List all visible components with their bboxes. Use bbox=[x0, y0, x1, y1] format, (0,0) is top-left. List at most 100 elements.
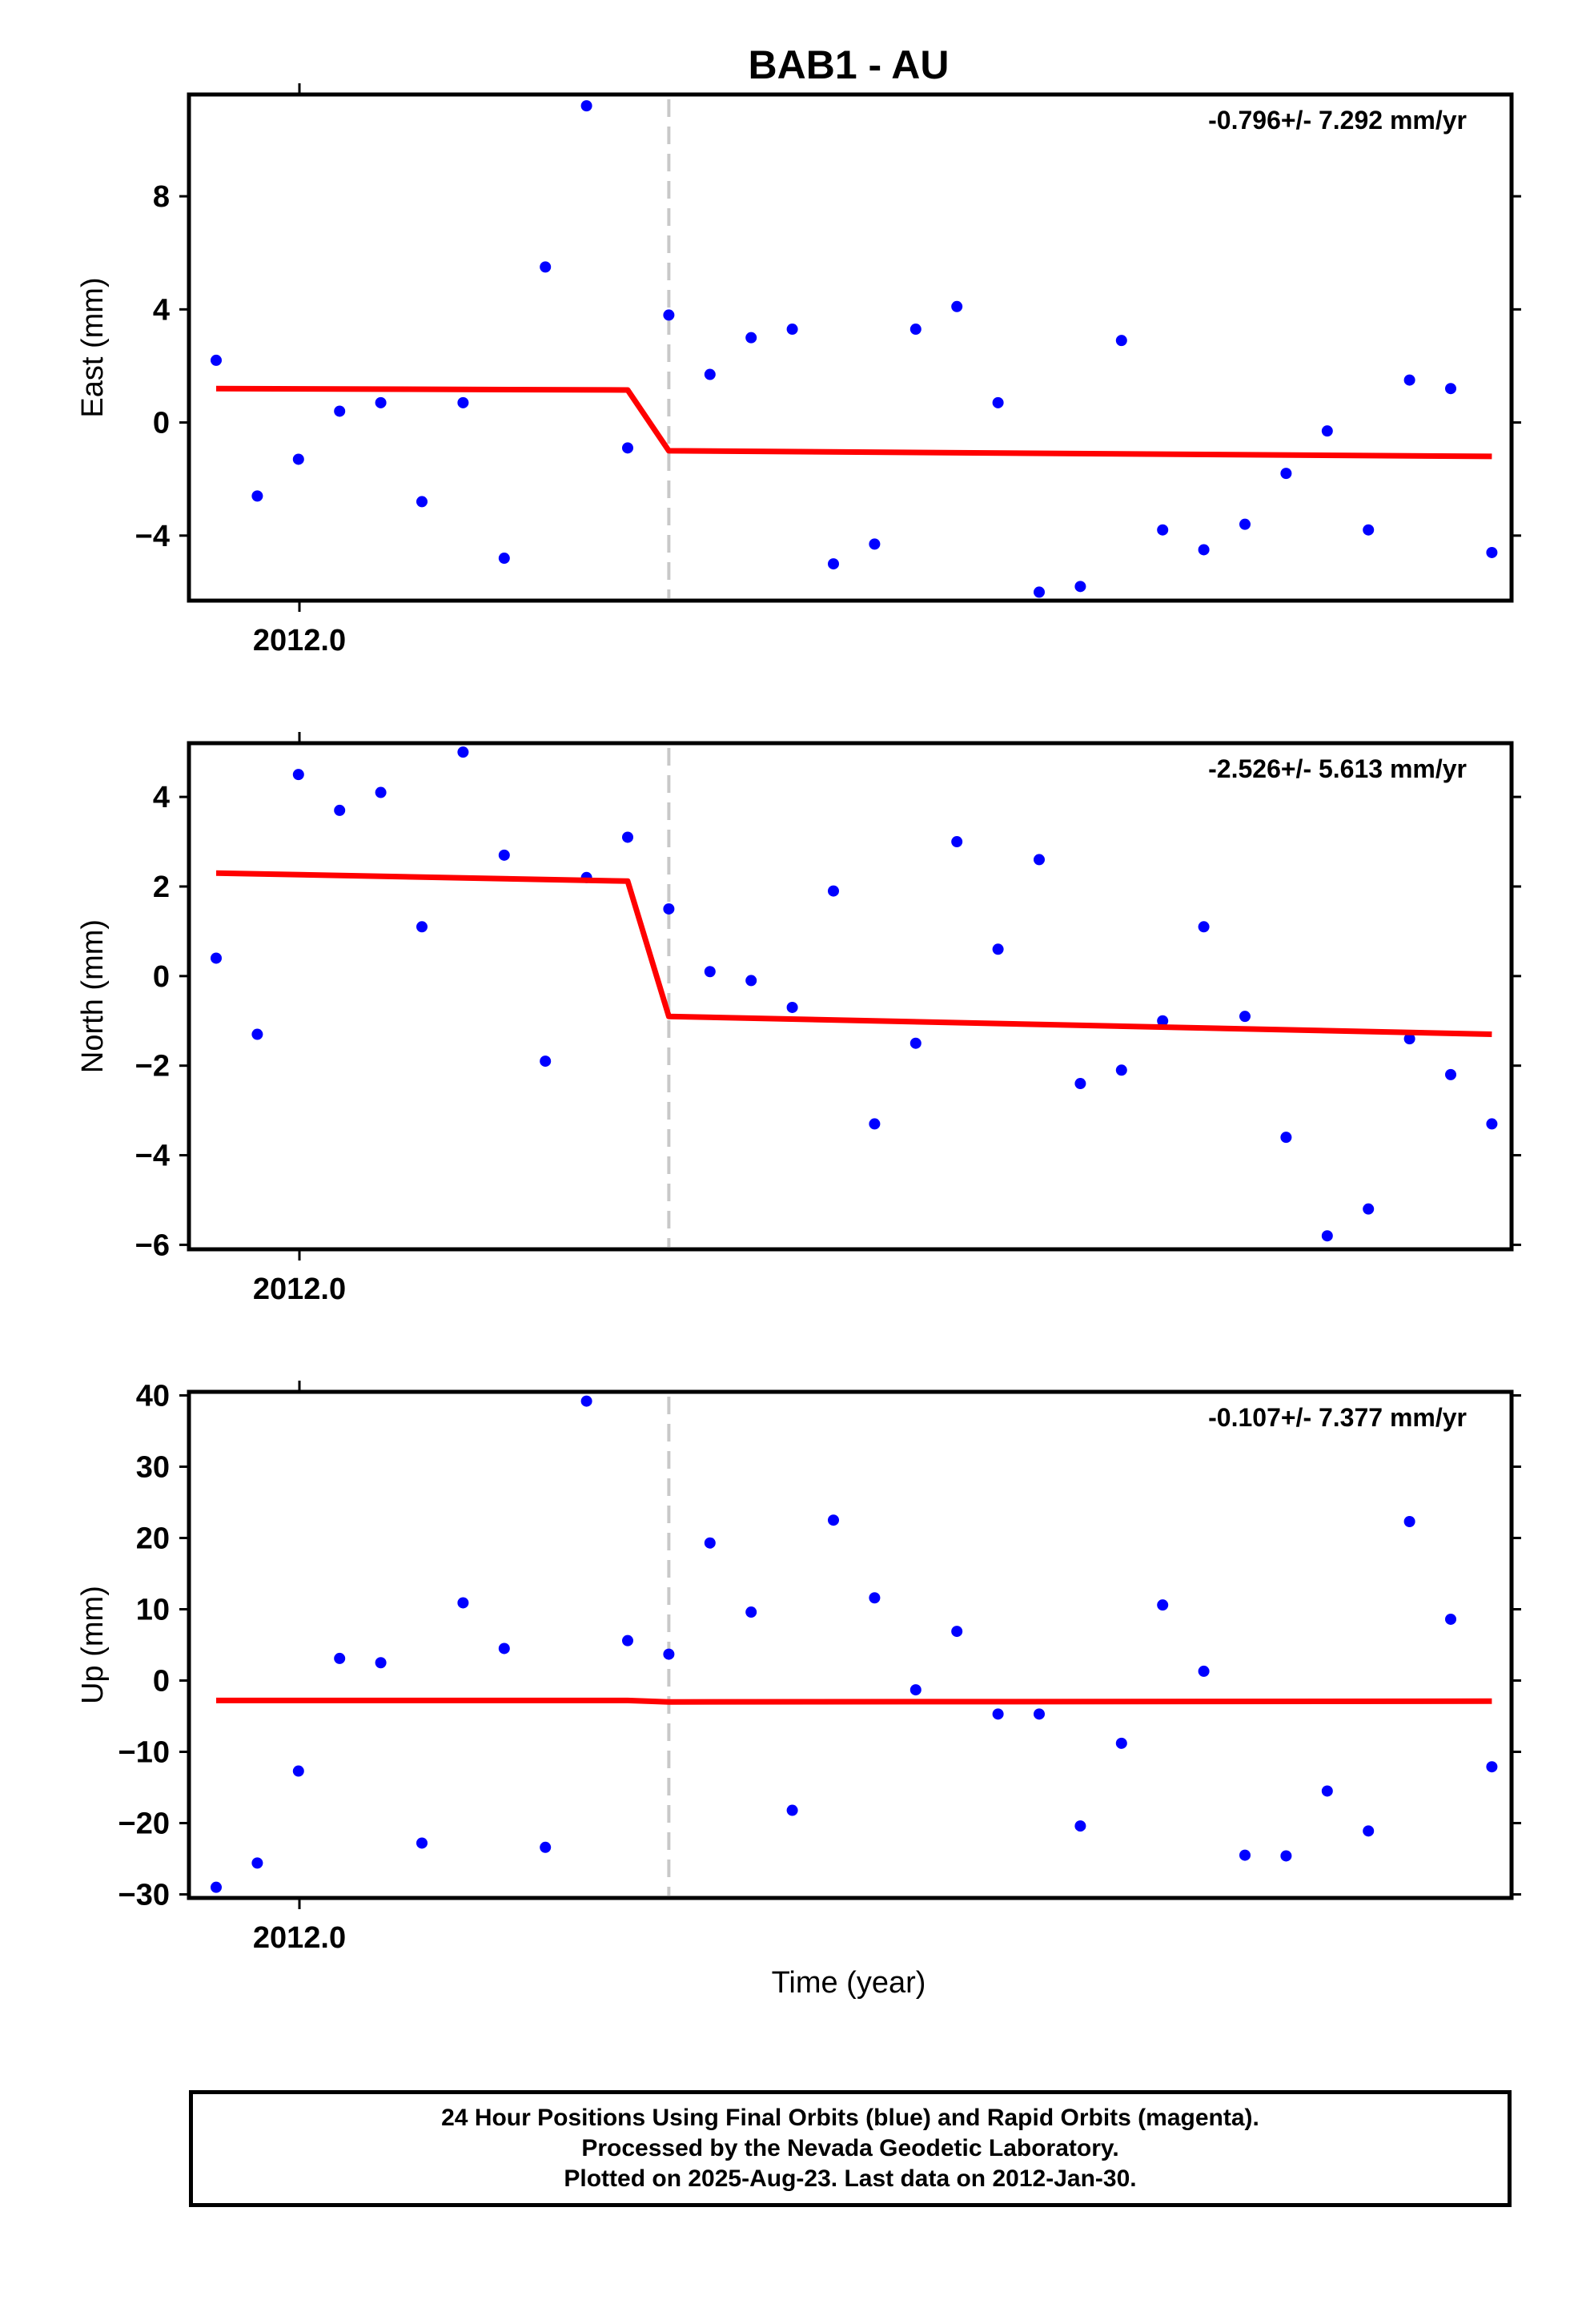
data-point bbox=[1115, 335, 1127, 347]
data-point bbox=[1074, 1820, 1086, 1832]
x-tick-label: 2012.0 bbox=[253, 1921, 346, 1955]
data-point bbox=[498, 849, 510, 861]
data-point bbox=[416, 921, 428, 933]
data-point bbox=[211, 952, 222, 964]
data-point bbox=[540, 1055, 552, 1068]
model-fit-line bbox=[216, 1697, 1492, 1705]
data-point bbox=[992, 1708, 1004, 1720]
data-point bbox=[1403, 1516, 1415, 1528]
data-point bbox=[251, 1857, 263, 1869]
data-point bbox=[663, 903, 675, 915]
data-point bbox=[292, 769, 304, 781]
data-point bbox=[992, 396, 1004, 408]
data-point bbox=[416, 496, 428, 508]
y-tick-label: −10 bbox=[118, 1736, 170, 1770]
data-point bbox=[1239, 1849, 1251, 1861]
data-point bbox=[786, 1804, 798, 1816]
data-point bbox=[951, 836, 963, 848]
data-point bbox=[540, 1841, 552, 1853]
plot-frame bbox=[187, 1389, 1514, 1900]
y-tick-label: −4 bbox=[135, 520, 170, 553]
data-point bbox=[828, 885, 839, 897]
data-point bbox=[211, 354, 222, 366]
plot-frame bbox=[187, 92, 1514, 603]
data-point bbox=[1445, 1613, 1456, 1625]
data-point bbox=[457, 746, 469, 758]
y-tick-label: −6 bbox=[135, 1228, 170, 1262]
data-point bbox=[375, 396, 387, 408]
data-point bbox=[211, 1881, 222, 1893]
data-point bbox=[704, 368, 716, 380]
data-point bbox=[828, 558, 839, 570]
data-point bbox=[334, 1652, 346, 1664]
data-point bbox=[1486, 1761, 1498, 1773]
data-point bbox=[292, 1765, 304, 1777]
data-point bbox=[1403, 374, 1415, 386]
data-point bbox=[909, 324, 921, 336]
data-point bbox=[1280, 468, 1292, 480]
data-point bbox=[1034, 854, 1045, 866]
data-point bbox=[580, 100, 592, 112]
model-fit-line bbox=[215, 385, 1492, 460]
data-point bbox=[786, 1001, 798, 1013]
data-point bbox=[1074, 581, 1086, 593]
data-point bbox=[580, 1395, 592, 1407]
y-tick-label: 10 bbox=[136, 1593, 170, 1626]
data-point bbox=[1239, 1011, 1251, 1023]
plot-frame bbox=[187, 741, 1514, 1252]
panel-east: −4 0 4 8 2012.0 East (mm) -0.796+/- 7.292 mm/y… bbox=[76, 83, 1521, 657]
data-point bbox=[1034, 586, 1045, 598]
x-axis-label: Time (year) bbox=[772, 1966, 926, 2000]
data-point bbox=[498, 1642, 510, 1655]
data-point bbox=[334, 405, 346, 417]
data-point bbox=[1239, 518, 1251, 530]
data-point bbox=[498, 553, 510, 565]
y-tick-label: −2 bbox=[135, 1050, 170, 1084]
data-point bbox=[1074, 1078, 1086, 1090]
data-point bbox=[704, 966, 716, 978]
data-point bbox=[457, 1597, 469, 1609]
data-point bbox=[663, 1648, 675, 1660]
data-point bbox=[1363, 1203, 1375, 1215]
data-point bbox=[622, 831, 633, 843]
data-point bbox=[622, 1634, 633, 1647]
model-fit-line bbox=[215, 870, 1492, 1037]
data-point bbox=[1157, 1015, 1169, 1027]
y-tick-label: 2 bbox=[153, 870, 170, 904]
data-point bbox=[622, 442, 633, 454]
y-tick-label: 30 bbox=[136, 1450, 170, 1484]
data-point bbox=[1157, 524, 1169, 536]
x-tick-label: 2012.0 bbox=[253, 1273, 346, 1306]
data-point bbox=[457, 396, 469, 408]
data-point bbox=[1321, 1230, 1333, 1242]
data-point bbox=[786, 324, 798, 336]
y-axis-label: Up (mm) bbox=[76, 1586, 110, 1704]
data-point bbox=[992, 943, 1004, 955]
y-tick-label: 4 bbox=[153, 293, 170, 327]
footer-line-3: Plotted on 2025-Aug-23. Last data on 201… bbox=[564, 2165, 1137, 2192]
velocity-annotation: -0.796+/- 7.292 mm/yr bbox=[1208, 106, 1467, 135]
data-point bbox=[1321, 1785, 1333, 1797]
data-point bbox=[1115, 1737, 1127, 1749]
data-point bbox=[1034, 1708, 1045, 1720]
velocity-annotation: -0.107+/- 7.377 mm/yr bbox=[1208, 1403, 1467, 1432]
data-point bbox=[1363, 524, 1375, 536]
data-point bbox=[909, 1037, 921, 1049]
data-point bbox=[251, 490, 263, 502]
data-point bbox=[1198, 921, 1210, 933]
chart-title: BAB1 - AU bbox=[749, 42, 950, 87]
data-point bbox=[745, 975, 757, 987]
data-point bbox=[1157, 1599, 1169, 1611]
y-tick-label: 20 bbox=[136, 1522, 170, 1555]
data-point bbox=[1280, 1850, 1292, 1862]
data-point bbox=[1486, 546, 1498, 558]
y-tick-label: 0 bbox=[153, 960, 170, 994]
y-tick-label: −20 bbox=[118, 1807, 170, 1841]
data-point bbox=[1363, 1825, 1375, 1837]
data-point bbox=[1115, 1064, 1127, 1076]
y-tick-label: −4 bbox=[135, 1140, 170, 1173]
data-point bbox=[375, 786, 387, 798]
data-point bbox=[1445, 383, 1456, 395]
data-point bbox=[704, 1537, 716, 1549]
